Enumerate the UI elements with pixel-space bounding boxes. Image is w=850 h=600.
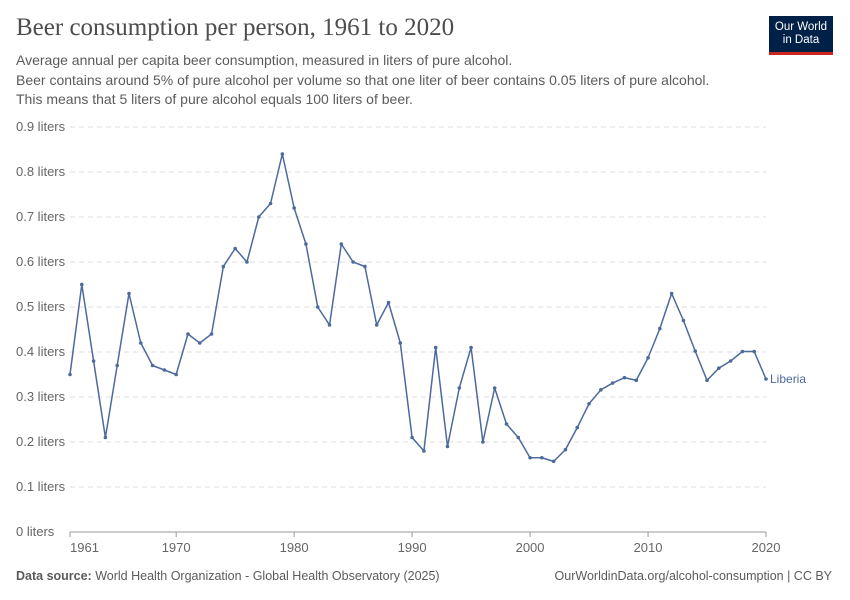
data-point[interactable] [646, 356, 650, 360]
series-layer: Liberia [68, 152, 806, 464]
logo-line-1: Our World [774, 21, 828, 33]
data-point[interactable] [339, 242, 344, 246]
data-source-label: Data source: [16, 569, 92, 583]
data-point[interactable] [398, 341, 403, 345]
data-point[interactable] [740, 349, 745, 354]
y-tick-label: 0.2 liters [16, 434, 66, 449]
logo-line-2: in Data [782, 34, 820, 46]
data-point[interactable] [327, 323, 332, 327]
data-point[interactable] [658, 326, 662, 331]
data-point[interactable] [587, 401, 591, 406]
data-point[interactable] [197, 341, 202, 345]
data-point[interactable] [68, 372, 72, 377]
data-point[interactable] [504, 422, 509, 426]
y-tick-label: 0.6 liters [16, 254, 66, 269]
footer-link[interactable]: OurWorldinData.org/alcohol-consumption |… [554, 569, 832, 583]
data-point[interactable] [410, 435, 414, 440]
data-point[interactable] [221, 264, 226, 269]
data-point[interactable] [540, 455, 544, 460]
data-point[interactable] [245, 260, 249, 264]
data-point[interactable] [681, 318, 686, 323]
data-point[interactable] [693, 349, 698, 353]
data-point[interactable] [268, 201, 273, 206]
data-point[interactable] [115, 363, 119, 368]
x-tick-label: 2010 [634, 540, 663, 555]
x-tick-label: 2000 [516, 540, 545, 555]
y-tick-label: 0.5 liters [16, 299, 66, 314]
data-point[interactable] [610, 381, 615, 385]
data-point[interactable] [280, 152, 285, 156]
y-tick-label: 0.1 liters [16, 479, 66, 494]
data-point[interactable] [79, 282, 84, 287]
x-tick-label: 2020 [752, 540, 781, 555]
y-tick-label: 0 liters [16, 524, 55, 539]
data-point[interactable] [622, 375, 627, 380]
data-point[interactable] [634, 378, 639, 383]
series-line[interactable] [69, 153, 767, 463]
data-point[interactable] [551, 459, 556, 464]
data-point[interactable] [752, 349, 757, 354]
data-point[interactable] [292, 206, 296, 210]
data-point[interactable] [728, 359, 733, 363]
data-point[interactable] [717, 366, 721, 371]
data-point[interactable] [433, 345, 438, 350]
data-point[interactable] [150, 363, 155, 368]
data-point[interactable] [422, 449, 426, 453]
subtitle-line-2: Beer contains around 5% of pure alcohol … [16, 71, 710, 108]
data-point[interactable] [386, 300, 391, 305]
data-point[interactable] [481, 440, 485, 444]
data-point[interactable] [351, 260, 355, 264]
data-point[interactable] [374, 323, 379, 327]
data-point[interactable] [138, 341, 143, 345]
subtitle-line-1: Average annual per capita beer consumpti… [16, 52, 513, 68]
data-point[interactable] [563, 447, 568, 452]
chart-title: Beer consumption per person, 1961 to 202… [16, 14, 455, 41]
data-source-text[interactable]: World Health Organization - Global Healt… [95, 569, 440, 583]
data-point[interactable] [575, 425, 580, 430]
data-point[interactable] [705, 378, 709, 383]
data-point[interactable] [516, 435, 521, 440]
data-point[interactable] [162, 368, 167, 372]
series-label[interactable]: Liberia [770, 372, 806, 386]
data-point[interactable] [764, 377, 768, 381]
data-source: Data source: World Health Organization -… [16, 569, 440, 583]
data-point[interactable] [457, 386, 462, 390]
x-tick-label: 1980 [280, 540, 309, 555]
data-point[interactable] [492, 386, 497, 390]
data-point[interactable] [174, 372, 178, 377]
owid-logo[interactable]: Our World in Data [769, 16, 833, 55]
x-tick-label: 1970 [162, 540, 191, 555]
gridlines [70, 126, 766, 488]
y-tick-label: 0.3 liters [16, 389, 66, 404]
data-point[interactable] [528, 455, 532, 460]
data-point[interactable] [186, 332, 190, 336]
data-point[interactable] [256, 215, 261, 219]
x-tick-label: 1990 [398, 540, 427, 555]
y-tick-label: 0.4 liters [16, 344, 66, 359]
data-point[interactable] [103, 435, 108, 440]
axes: 0 liters 0.1 liters 0.2 liters 0.3 liters 0.… [16, 119, 780, 555]
y-tick-label: 0.9 liters [16, 119, 66, 134]
data-point[interactable] [304, 242, 308, 246]
x-tick-label: 1961 [70, 540, 99, 555]
data-point[interactable] [315, 305, 320, 309]
data-point[interactable] [469, 345, 473, 350]
data-point[interactable] [445, 444, 450, 449]
data-point[interactable] [127, 291, 131, 296]
data-point[interactable] [599, 388, 603, 392]
chart-subtitle: Average annual per capita beer consumpti… [16, 51, 716, 110]
data-point[interactable] [209, 332, 214, 336]
data-point[interactable] [91, 359, 96, 363]
data-point[interactable] [363, 264, 367, 269]
y-tick-label: 0.8 liters [16, 164, 66, 179]
data-point[interactable] [233, 246, 237, 251]
y-tick-label: 0.7 liters [16, 209, 66, 224]
data-point[interactable] [669, 291, 674, 296]
